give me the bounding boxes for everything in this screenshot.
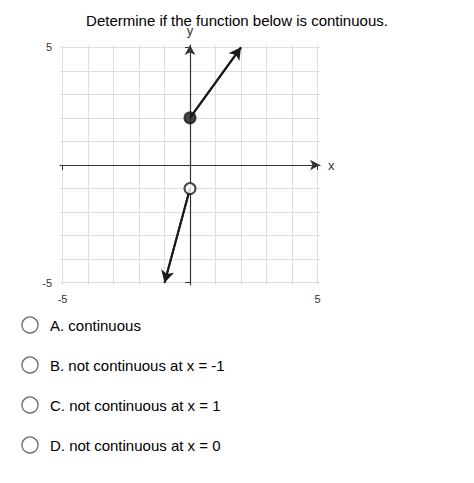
svg-text:5: 5 — [314, 293, 320, 305]
svg-text:-5: -5 — [58, 293, 68, 305]
svg-text:D. not continuous at x = 0: D. not continuous at x = 0 — [50, 437, 221, 454]
svg-text:C. not continuous at x = 1: C. not continuous at x = 1 — [50, 397, 221, 414]
svg-text:5: 5 — [46, 41, 52, 53]
svg-text:y: y — [186, 23, 194, 38]
svg-text:Determine if the function belo: Determine if the function below is conti… — [86, 12, 388, 29]
svg-text:B. not continuous at x = -1: B. not continuous at x = -1 — [50, 357, 225, 374]
svg-text:A. continuous: A. continuous — [50, 317, 141, 334]
svg-text:x: x — [328, 158, 335, 173]
svg-text:-5: -5 — [42, 277, 52, 289]
